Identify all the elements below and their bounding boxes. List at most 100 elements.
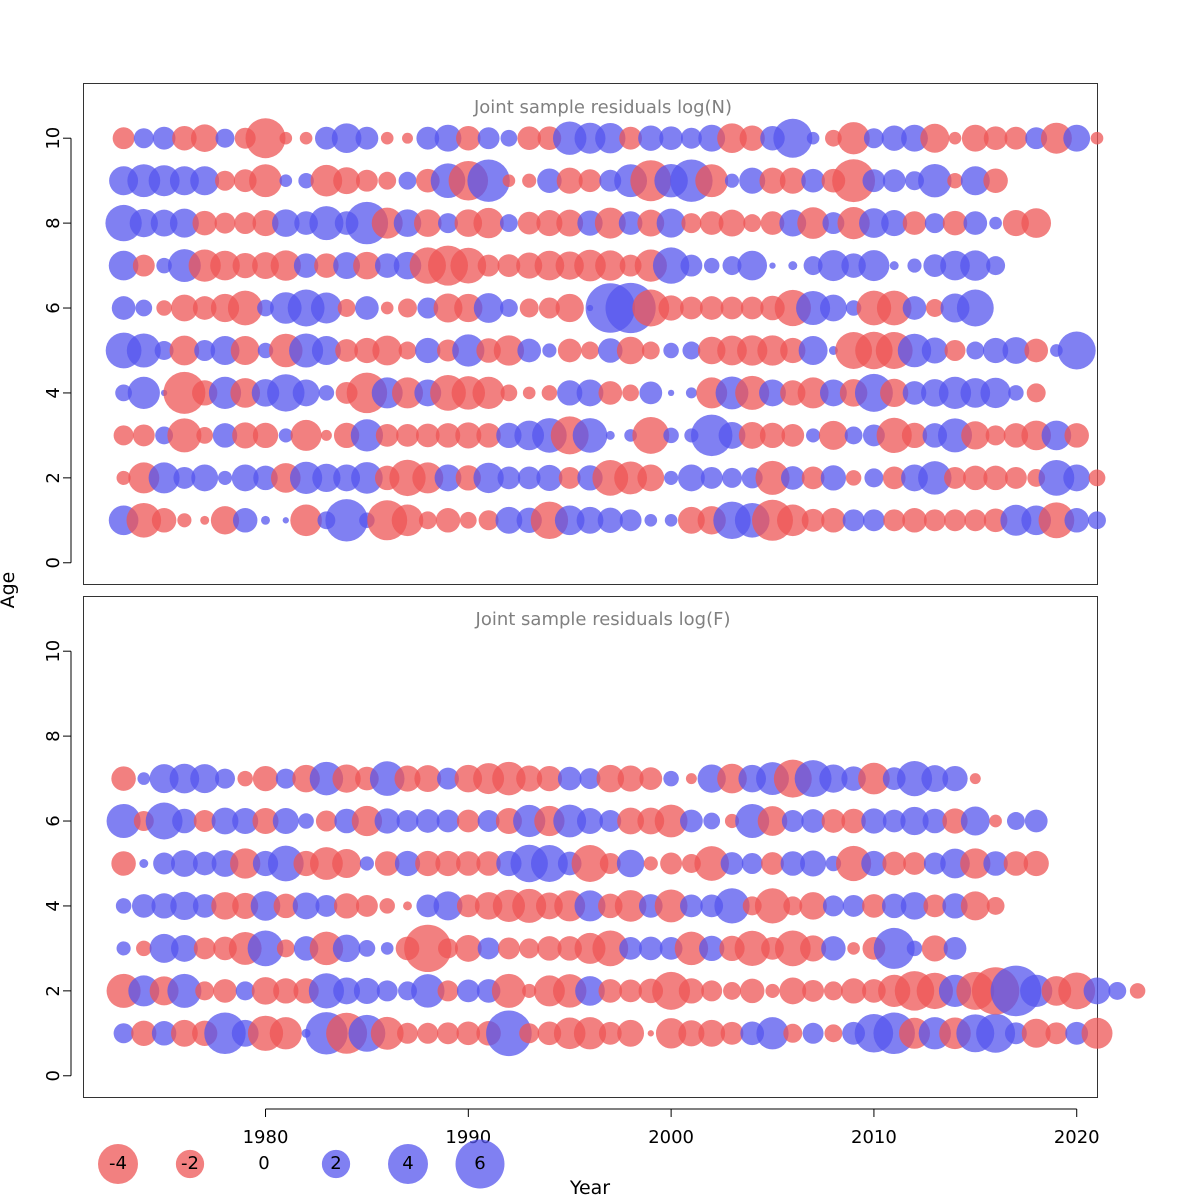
residual-bubble	[232, 508, 258, 533]
residual-bubble	[1064, 508, 1089, 533]
residual-bubble	[961, 124, 989, 152]
residual-bubble	[617, 807, 645, 835]
residual-bubble	[269, 1017, 302, 1050]
residual-bubble	[534, 250, 565, 281]
residual-bubble	[944, 509, 966, 532]
residual-bubble	[960, 250, 991, 281]
residual-bubble	[1129, 983, 1146, 999]
residual-bubble	[128, 975, 160, 1007]
residual-bubble	[902, 211, 927, 235]
residual-bubble	[153, 852, 176, 875]
residual-bubble	[901, 422, 928, 449]
residual-bubble	[700, 466, 723, 489]
residual-bubble	[517, 466, 541, 490]
panel-top-title: Joint sample residuals log(N)	[473, 97, 732, 118]
residual-bubble	[776, 504, 809, 537]
residual-bubble	[881, 210, 908, 237]
residual-bubble	[739, 978, 765, 1004]
residual-bubble	[825, 129, 842, 147]
residual-bubble	[983, 168, 1008, 193]
residual-bubble	[598, 338, 623, 363]
residual-bubble	[194, 340, 216, 361]
y-tick-label: 2	[43, 985, 64, 996]
residual-bubble	[556, 167, 583, 194]
residual-bubble	[680, 809, 703, 833]
residual-bubble	[976, 1013, 1016, 1053]
residual-bubble	[355, 169, 378, 192]
residual-bubble	[200, 515, 210, 525]
residual-bubble	[486, 1010, 532, 1057]
residual-bubble	[757, 335, 788, 366]
residual-bubble	[325, 499, 368, 542]
residual-bubble	[802, 1022, 824, 1044]
residual-bubble	[817, 250, 849, 282]
residual-bubble	[370, 1016, 404, 1050]
residual-bubble	[632, 289, 670, 327]
residual-bubble	[821, 809, 846, 833]
residual-bubble	[402, 132, 413, 144]
residual-bubble	[799, 892, 827, 920]
residual-bubble	[247, 930, 284, 967]
residual-bubble	[371, 207, 403, 239]
residual-bubble	[272, 807, 299, 835]
residual-bubble	[802, 979, 825, 1002]
residual-bubble	[824, 1024, 843, 1043]
residual-bubble	[638, 936, 663, 961]
residual-bubble	[740, 296, 764, 320]
residual-bubble	[801, 508, 825, 532]
residual-bubble	[956, 289, 994, 327]
residual-bubble	[131, 1020, 157, 1046]
residual-bubble	[942, 893, 968, 919]
residual-bubble	[983, 508, 1008, 533]
residual-bubble	[252, 422, 279, 449]
residual-bubble	[783, 1023, 803, 1043]
residual-bubble	[132, 254, 155, 277]
residual-bubble	[333, 977, 361, 1005]
residual-bubble	[211, 807, 239, 835]
residual-bubble	[722, 256, 742, 276]
residual-bubble	[351, 462, 383, 494]
residual-bubble	[883, 509, 906, 532]
residual-bubble	[801, 168, 825, 193]
residual-bubble	[237, 770, 253, 787]
residual-bubble	[989, 814, 1002, 828]
residual-bubble	[476, 851, 501, 876]
residual-bubble	[149, 764, 179, 794]
residual-bubble	[412, 462, 444, 494]
residual-bubble	[372, 335, 403, 366]
residual-bubble	[170, 1019, 198, 1047]
residual-bubble	[403, 901, 412, 911]
residual-bubble	[605, 430, 615, 440]
residual-bubble	[942, 210, 968, 236]
residual-bubble	[652, 971, 691, 1010]
residual-bubble	[172, 808, 197, 834]
residual-bubble	[310, 292, 342, 324]
legend-label: 2	[330, 1153, 341, 1174]
residual-bubble	[111, 766, 136, 791]
residual-bubble	[214, 212, 236, 234]
residual-bubble	[369, 761, 405, 796]
residual-bubble	[918, 163, 952, 198]
residual-bubble	[148, 462, 180, 494]
residual-bubble	[1021, 208, 1052, 238]
residual-bubble	[698, 124, 726, 152]
residual-bubble	[923, 254, 947, 277]
residual-bubble	[738, 421, 766, 449]
residual-bubble	[522, 173, 537, 188]
y-tick-label: 8	[43, 217, 64, 228]
residual-bubble	[960, 891, 990, 921]
residual-bubble	[616, 336, 645, 365]
residual-bubble	[472, 376, 505, 410]
legend-bubble	[388, 1144, 428, 1184]
residual-bubble	[989, 216, 1002, 230]
residual-bubble	[862, 509, 885, 532]
residual-bubble	[516, 765, 543, 792]
residual-bubble	[663, 427, 679, 444]
residual-bubble	[331, 123, 362, 154]
residual-bubble	[196, 427, 214, 444]
residual-bubble	[299, 131, 313, 145]
residual-bubble	[571, 845, 609, 882]
residual-bubble	[822, 895, 844, 917]
residual-bubble	[797, 207, 829, 239]
residual-bubble	[942, 765, 968, 792]
